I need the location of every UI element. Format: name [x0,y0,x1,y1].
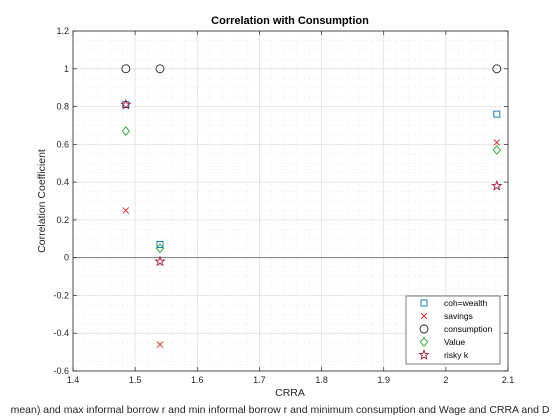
point-circle [121,64,131,74]
x-tick-label: 1.4 [67,375,80,385]
y-tick-label: -0.6 [53,366,69,376]
x-marker-stroke [156,341,164,348]
x-marker-stroke [122,207,130,214]
y-tick-label: -0.4 [53,328,69,338]
y-tick-label: 0.2 [56,215,69,225]
minor-grid [73,31,508,371]
y-tick-label: 1 [64,64,69,74]
legend-marker [420,312,428,320]
legend-marker [419,324,429,334]
chart-title: Correlation with Consumption [211,15,369,27]
legend-marker [418,349,430,360]
x-tick-label: 1.9 [377,375,390,385]
y-axis-ticks: -0.6 -0.4 -0.2 0 0.2 0.4 0.6 0.8 1 1.2 [53,26,508,376]
y-tick-label: 0.8 [56,102,69,112]
y-tick-label: -0.2 [53,290,69,300]
legend-marker [419,337,429,347]
x-tick-label: 2.1 [502,375,515,385]
x-tick-label: 1.5 [129,375,142,385]
x-marker-stroke [420,312,428,320]
point-diamond [121,126,131,137]
legend-entry-label: Value [444,337,465,347]
legend-box [405,295,501,365]
legend-marker [420,299,428,307]
point-circle [492,64,502,74]
data-marks [120,64,503,348]
y-tick-label: 1.2 [56,26,69,36]
y-tick-label: 0.4 [56,177,69,187]
point-square [156,240,164,248]
x-tick-label: 1.8 [315,375,328,385]
y-tick-label: 0.6 [56,139,69,149]
x-tick-label: 1.6 [191,375,204,385]
point-star [120,98,132,110]
point-star [491,179,503,191]
point-square [493,110,501,118]
legend-entry-label: risky k [444,350,469,360]
axes-box [72,30,509,372]
y-tick-label: 0 [64,253,69,263]
point-diamond [155,243,165,254]
point-x [493,139,501,146]
x-tick-label: 1.7 [253,375,266,385]
x-marker-stroke [493,139,501,146]
legend-entry-label: consumption [444,324,492,334]
x-axis-label: CRRA [275,387,305,399]
legend-entry-label: coh=wealth [444,298,488,308]
figure-caption: mean) and max informal borrow r and min … [11,404,550,416]
x-axis-ticks: 1.4 1.5 1.6 1.7 1.8 1.9 2 2.1 [67,31,515,385]
y-axis-label: Correlation Coefficient [36,149,48,253]
legend-entry-label: savings [444,311,473,321]
point-diamond [492,145,502,155]
x-tick-label: 2 [443,375,448,385]
point-x [156,341,164,348]
point-star [154,255,166,267]
point-circle [155,64,165,74]
point-x [122,207,130,214]
legend: coh=wealth savings consumption Value risky k [405,295,501,365]
